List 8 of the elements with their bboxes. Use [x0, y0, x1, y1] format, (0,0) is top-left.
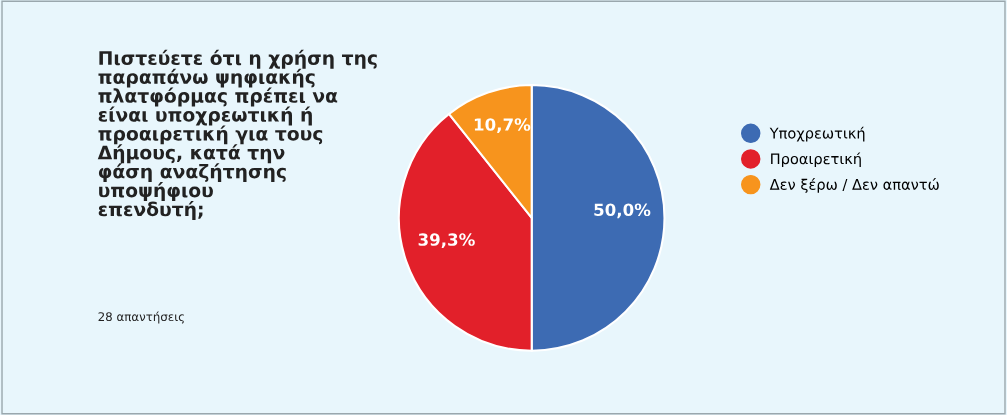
legend-label: Υποχρεωτική — [769, 126, 865, 142]
data-label: 50,0% — [594, 203, 651, 219]
legend-label: Προαιρετική — [771, 152, 861, 168]
text: 28 απαντήσεις — [98, 311, 184, 324]
data-label: 39,3% — [418, 233, 475, 248]
chart-title: Πιστεύετε ότι η χρήση της παραπάνω ψηφιακής πλατφόρμας πρέπει να είναι υποχρεωτική ή προαιρετική για τους Δήμους, κατά την φάση αναζήτησης υποψήφιου επενδυτή; — [97, 49, 377, 220]
legend-label: Δεν ξέρω / Δεν απαντώ — [769, 178, 939, 193]
data-label: 10,7% — [474, 118, 531, 133]
